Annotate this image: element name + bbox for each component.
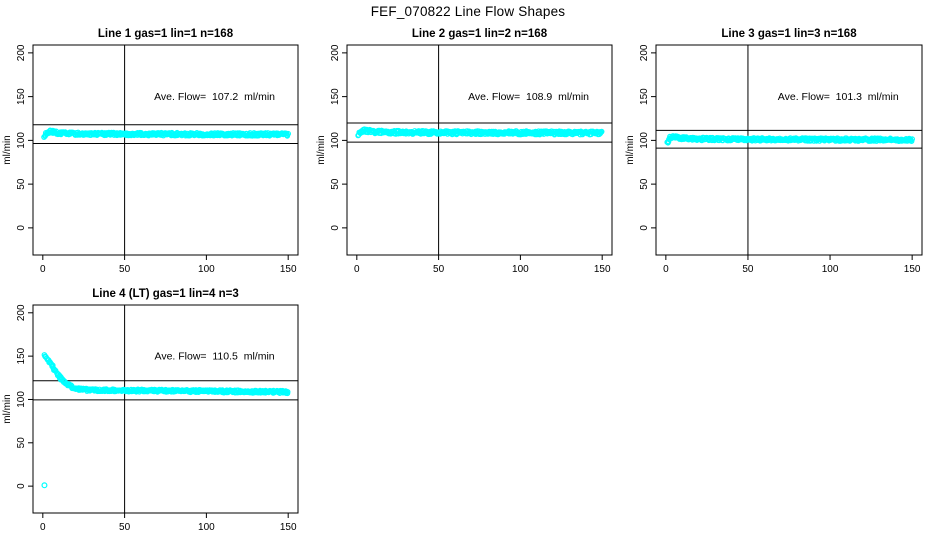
x-tick-label: 0 [40, 522, 46, 533]
y-axis-label: ml/min [2, 135, 13, 164]
y-tick-label: 150 [16, 88, 27, 105]
x-tick-label: 0 [354, 264, 360, 275]
y-tick-label: 50 [16, 437, 27, 449]
figure-main-title: FEF_070822 Line Flow Shapes [370, 4, 566, 19]
panel-title: Line 3 gas=1 lin=3 n=168 [721, 28, 857, 40]
y-axis-label: ml/min [316, 135, 327, 164]
y-tick-label: 100 [16, 391, 27, 408]
y-tick-label: 100 [639, 132, 650, 149]
y-tick-label: 50 [16, 178, 27, 190]
panel-title: Line 1 gas=1 lin=1 n=168 [98, 28, 234, 40]
data-point-band [41, 352, 291, 489]
y-tick-label: 150 [16, 347, 27, 364]
x-tick-label: 0 [40, 264, 46, 275]
y-tick-label: 0 [16, 225, 27, 231]
outlier-point [41, 482, 48, 489]
x-tick-label: 50 [433, 264, 445, 275]
panel-title: Line 2 gas=1 lin=2 n=168 [412, 28, 548, 40]
x-tick-label: 100 [198, 264, 215, 275]
plot-box [655, 44, 923, 256]
data-point [598, 128, 605, 135]
annotation-ave-flow: Ave. Flow= 101.3 ml/min [778, 91, 899, 103]
annotation-ave-flow: Ave. Flow= 107.2 ml/min [154, 91, 275, 103]
data-point-band [664, 133, 916, 146]
y-tick-label: 200 [16, 44, 27, 61]
x-tick-label: 50 [119, 522, 131, 533]
y-tick-label: 50 [330, 178, 341, 190]
annotation-ave-flow: Ave. Flow= 110.5 ml/min [155, 351, 275, 363]
data-point [285, 130, 292, 137]
y-tick-label: 200 [16, 304, 27, 321]
x-tick-label: 100 [512, 264, 529, 275]
plot-box [32, 44, 299, 256]
y-tick-label: 150 [330, 88, 341, 105]
data-point [284, 388, 291, 395]
y-tick-label: 100 [16, 132, 27, 149]
x-tick-label: 100 [198, 522, 215, 533]
x-tick-label: 150 [280, 264, 297, 275]
x-tick-label: 150 [280, 522, 297, 533]
x-tick-label: 150 [594, 264, 611, 275]
data-point-band [355, 126, 605, 139]
y-tick-label: 150 [639, 88, 650, 105]
x-tick-label: 0 [663, 264, 669, 275]
x-tick-label: 150 [904, 264, 921, 275]
x-tick-label: 100 [822, 264, 839, 275]
y-tick-label: 50 [639, 178, 650, 190]
annotation-ave-flow: Ave. Flow= 108.9 ml/min [468, 91, 589, 103]
y-tick-label: 200 [330, 44, 341, 61]
plot-box [346, 44, 613, 256]
panel-title: Line 4 (LT) gas=1 lin=4 n=3 [92, 288, 238, 300]
data-point-band [41, 127, 292, 140]
y-axis-label: ml/min [2, 394, 13, 423]
panel-line-4: 0 50 100 150 0 50 100 150 200 ml/min Line 4 (LT) g… [2, 288, 299, 533]
panel-line-2: 0 50 100 150 0 50 100 150 200 ml/min Line 2 gas=1 … [316, 28, 613, 275]
y-axis-label: ml/min [625, 135, 636, 164]
plot-box [32, 304, 299, 514]
panel-line-1: 0 50 100 150 0 50 100 150 200 ml/min Line 1 gas=1 … [2, 28, 299, 275]
x-tick-label: 50 [119, 264, 131, 275]
x-tick-label: 50 [742, 264, 754, 275]
panel-line-3: 0 50 100 150 0 50 100 150 200 ml/min Line 3 gas=1 … [625, 28, 923, 275]
y-tick-label: 200 [639, 44, 650, 61]
y-tick-label: 0 [330, 225, 341, 231]
y-tick-label: 0 [16, 483, 27, 489]
data-point [909, 136, 916, 142]
y-tick-label: 100 [330, 132, 341, 149]
y-tick-label: 0 [639, 225, 650, 231]
